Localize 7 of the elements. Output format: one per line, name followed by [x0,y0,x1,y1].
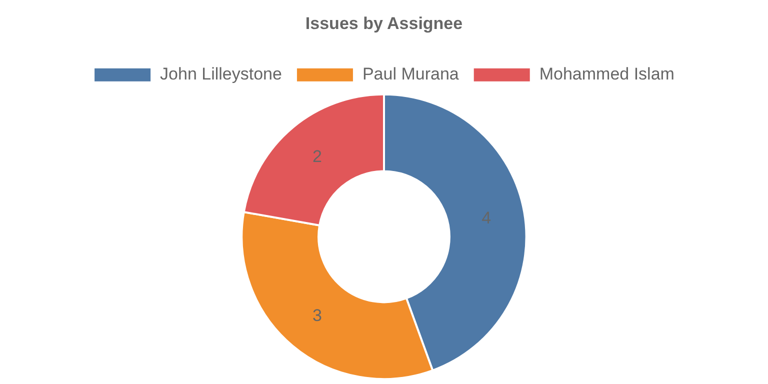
chart-title: Issues by Assignee [305,14,463,33]
data-label: 4 [482,208,492,228]
data-label: 2 [312,146,322,166]
legend-label: Paul Murana [362,64,460,84]
legend-label: John Lilleystone [160,64,282,84]
legend-label: Mohammed Islam [539,64,674,84]
data-label: 3 [312,306,322,325]
